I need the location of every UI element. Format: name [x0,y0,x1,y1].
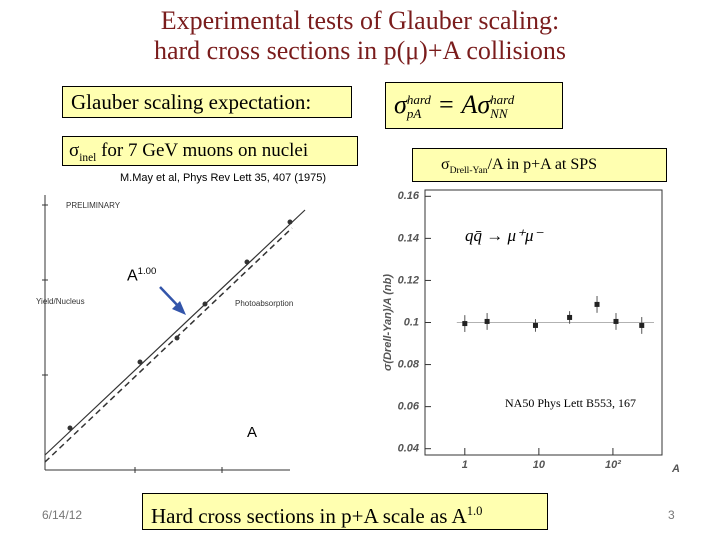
formula-part: = A [437,90,478,119]
arrow [159,286,186,315]
point [567,314,573,320]
left-caption: σinel for 7 GeV muons on nuclei [62,136,358,166]
formula-box: σ hard pA = Aσ hard NN [385,82,563,129]
formula-part: σ [394,90,407,119]
y-tick-label: 0.1 [404,316,419,328]
y-tick-label: 0.14 [398,232,419,244]
page-number: 3 [668,508,675,522]
power-exp: 1.00 [137,266,157,277]
power-base: A [127,267,138,285]
sigma: σ [441,156,450,173]
y-axis-label: σ(Drell-Yan)/A (nb) [382,274,394,371]
power-label: A1.00 [127,266,156,285]
formula-part: hard [490,92,515,108]
y-tick-label: 0.08 [398,358,420,370]
annotation: qq̄ → μ⁺μ⁻ [465,226,545,245]
formula-part: pA [406,106,422,122]
glauber-box: Glauber scaling expectation: [62,86,352,118]
x-tick-label: 10 [533,459,546,471]
date: 6/14/12 [42,508,83,522]
scan-label: Photoabsorption [235,299,293,308]
x-axis-label: A [671,463,680,475]
axis-label: A [247,424,258,441]
formula-part: σ [477,90,491,119]
subscript: Drell-Yan [449,165,488,177]
sigma: σ [69,140,80,161]
bottom-box: Hard cross sections in p+A scale as A1.0 [142,493,548,530]
y-tick-label: 0.12 [398,274,419,286]
title-line: hard cross sections in p(μ)+A collisions [153,36,567,65]
bottom-text: Hard cross sections in p+A scale as A [151,504,467,528]
point [594,301,600,307]
title-line: Experimental tests of Glauber scaling: [160,6,560,35]
scan-figure [42,195,306,473]
point [462,321,468,327]
y-tick-label: 0.04 [398,443,419,455]
x-tick-label: 1 [462,459,468,471]
scan-label: Yield/Nucleus [36,297,85,306]
caption-text: /A in p+A at SPS [487,156,598,173]
annotation: NA50 Phys Lett B553, 167 [505,396,636,410]
caption-text: for 7 GeV muons on nuclei [96,140,309,161]
reference: M.May et al, Phys Rev Lett 35, 407 (1975… [120,172,327,184]
scan-label: PRELIMINARY [66,201,121,210]
right-caption: σDrell-Yan/A in p+A at SPS [412,148,667,182]
x-tick-label: 10² [605,459,621,471]
point [532,322,538,328]
point [613,318,619,324]
y-tick-label: 0.16 [398,190,420,202]
y-tick-label: 0.06 [398,401,420,413]
bottom-exp: 1.0 [466,504,483,518]
subscript: inel [79,151,97,164]
point [484,318,490,324]
formula-part: hard [406,92,431,108]
formula-part: NN [490,106,508,122]
point [639,322,645,328]
